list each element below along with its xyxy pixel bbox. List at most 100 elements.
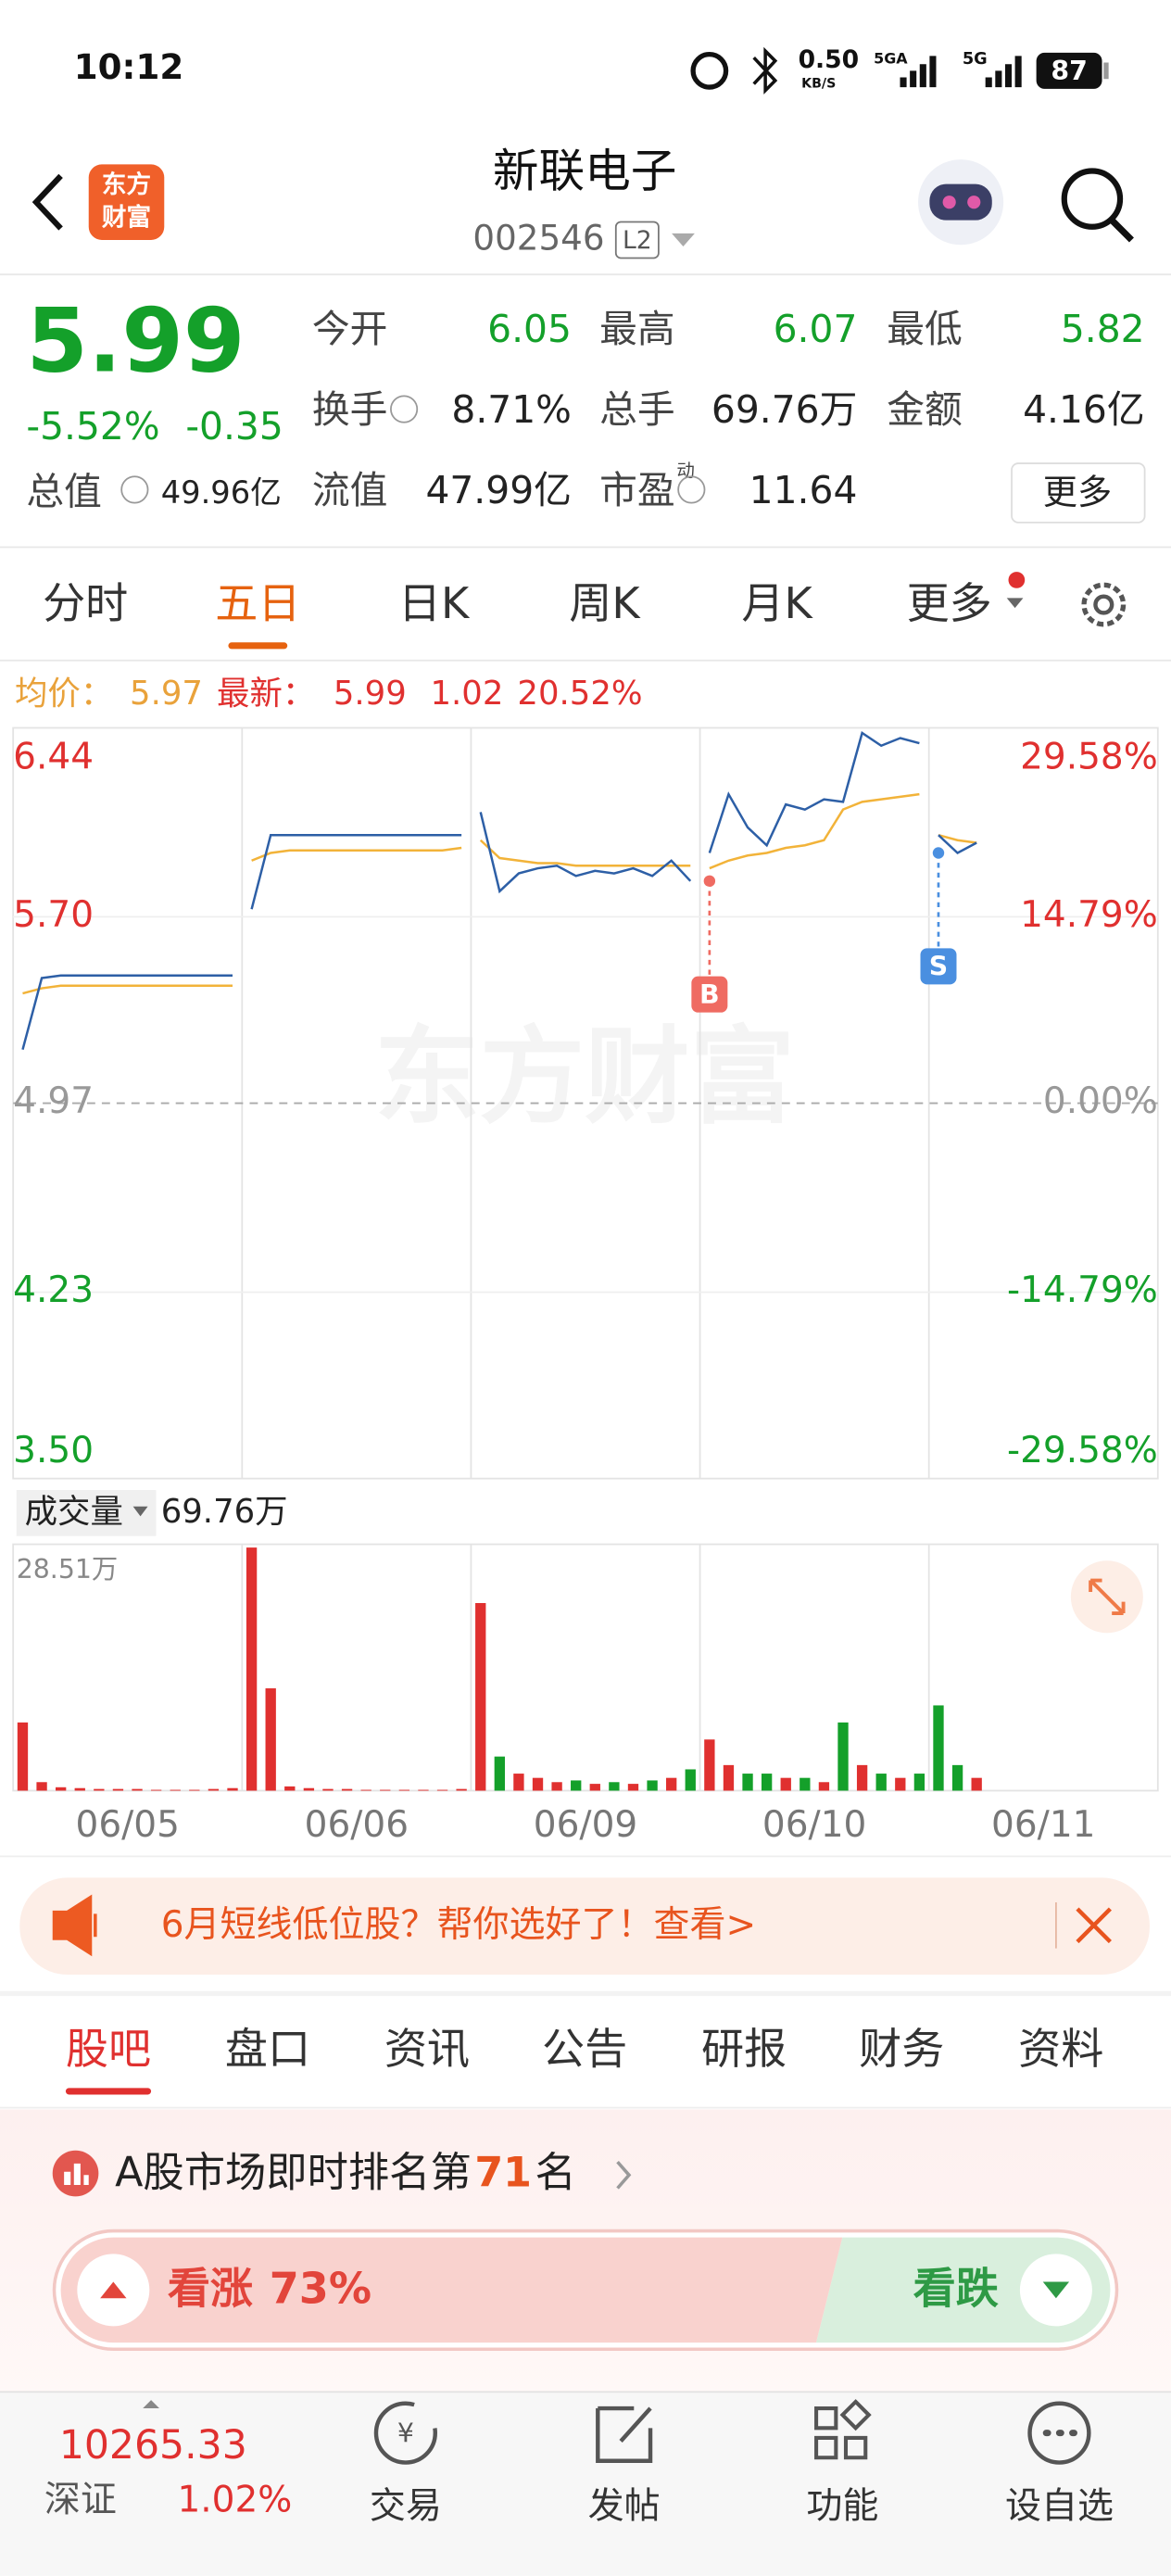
- avg-line: [709, 792, 920, 870]
- nav-item[interactable]: 发帖: [588, 2486, 661, 2528]
- volume-bar: [933, 1705, 944, 1791]
- volume-bar: [666, 1777, 677, 1791]
- y-tick-label: 3.50: [13, 1430, 94, 1471]
- index-change[interactable]: 1.02%: [177, 2480, 292, 2521]
- settings-core: [1093, 594, 1114, 615]
- volume-bar: [647, 1780, 658, 1791]
- volume-bar: [895, 1777, 906, 1791]
- volume-bar: [742, 1774, 753, 1791]
- sub-tab[interactable]: 资料: [1018, 2024, 1103, 2074]
- sub-tab[interactable]: 资讯: [384, 2024, 470, 2074]
- volume-bar: [436, 1789, 448, 1791]
- field-value: 47.99亿: [425, 468, 571, 512]
- search-button[interactable]: [1061, 168, 1124, 230]
- volume-bar: [456, 1788, 467, 1791]
- trade-marker-badge: [691, 976, 728, 1013]
- volume-bar: [685, 1769, 696, 1791]
- watermark: 东方财富: [374, 1016, 795, 1138]
- avatar-eye: [967, 196, 981, 209]
- field-label: 金额: [887, 387, 963, 432]
- change-pct: -5.52%: [26, 404, 159, 448]
- chart-tab[interactable]: 五日: [215, 578, 300, 628]
- price-line: [250, 833, 462, 910]
- sub-tab[interactable]: 研报: [701, 2024, 787, 2074]
- chart-tab[interactable]: 更多: [907, 578, 992, 628]
- trade-marker-dot: [703, 875, 716, 888]
- volume-bar: [913, 1774, 925, 1791]
- sub-tab[interactable]: 公告: [542, 2024, 627, 2074]
- battery: [1036, 52, 1102, 89]
- volume-selector[interactable]: [16, 1490, 157, 1536]
- up-arrow: [100, 2281, 127, 2299]
- volume-bar: [150, 1789, 162, 1791]
- settings-button[interactable]: [1081, 582, 1127, 627]
- avg-line: [251, 846, 462, 862]
- price-chart: 6.44 29.58% 5.70 14.79% 4.97 0.00% 4.23 -14.79%…: [13, 727, 1158, 1479]
- sub-tab[interactable]: 盘口: [225, 2024, 310, 2074]
- back-button[interactable]: [31, 173, 63, 231]
- promo-banner[interactable]: [19, 1877, 1150, 1976]
- price: 5.99: [26, 289, 245, 393]
- chart-tab[interactable]: 月K: [741, 578, 813, 628]
- more-button-text[interactable]: 更多: [1043, 472, 1112, 512]
- nav-item[interactable]: 设自选: [1005, 2486, 1114, 2528]
- level-text: L2: [623, 226, 652, 255]
- trade-marker-label: S: [929, 952, 948, 982]
- quote-fields: 今开 6.05 最高 6.07 最低 5.82 换手 8.71% 总手 69.76万 金额 4.16亿…: [312, 307, 1145, 512]
- price-line: [21, 974, 233, 1051]
- more-button[interactable]: [1011, 462, 1146, 524]
- chart-tab[interactable]: 周K: [569, 578, 641, 628]
- avg-value: 5.97: [130, 675, 203, 713]
- tab-indicator: [228, 642, 288, 650]
- dropdown-arrow[interactable]: [672, 233, 695, 247]
- volume-bar: [360, 1789, 371, 1791]
- close-button[interactable]: [1076, 1907, 1112, 1944]
- latest-label: 最新：: [217, 675, 315, 713]
- nav-item[interactable]: 交易: [370, 2486, 442, 2528]
- info-icon[interactable]: [390, 395, 419, 423]
- sub-tabs: 股吧 盘口 资讯 公告 研报 财务 资料: [65, 2024, 1103, 2095]
- price-line: [938, 834, 977, 855]
- signal-icon: [900, 56, 937, 88]
- network-type: 5G: [963, 50, 988, 69]
- net-speed: 0.50: [799, 45, 860, 74]
- chevron[interactable]: [616, 2160, 632, 2190]
- nav-item[interactable]: 功能: [806, 2486, 878, 2528]
- sentiment-bar: 看涨 73% 看跌: [60, 2237, 1111, 2343]
- change: -0.35: [185, 404, 283, 448]
- info-icon[interactable]: [677, 475, 706, 504]
- sub-tab[interactable]: 财务: [859, 2024, 944, 2074]
- field-value: 11.64: [749, 468, 858, 512]
- total-value-label: 总值: [26, 470, 102, 514]
- expand-icon: [1089, 1578, 1126, 1615]
- volume-bar: [627, 1784, 639, 1791]
- alarm-icon: [690, 51, 729, 90]
- info-icon[interactable]: [120, 475, 149, 504]
- chart-tabs: 分时 五日 日K 周K 月K 更多: [43, 578, 992, 650]
- clock: 10:12: [74, 46, 183, 87]
- expand-arrow[interactable]: [143, 2400, 159, 2409]
- index-name[interactable]: 深证: [44, 2480, 117, 2521]
- volume-bar: [112, 1788, 124, 1791]
- field-label: 最高: [599, 307, 675, 351]
- chart-tab[interactable]: 分时: [43, 578, 128, 628]
- bullish-pct: 73%: [270, 2264, 371, 2314]
- chart-tab[interactable]: 日K: [398, 578, 471, 628]
- volume-label[interactable]: 成交量: [25, 1493, 123, 1531]
- volume-bar: [818, 1782, 830, 1791]
- x-tick-label: 06/10: [762, 1804, 866, 1846]
- volume-bar: [761, 1774, 773, 1791]
- dropdown-arrow: [1006, 598, 1024, 609]
- avatar-visor: [929, 183, 992, 221]
- index-value[interactable]: 10265.33: [59, 2423, 247, 2469]
- volume-bar: [208, 1788, 220, 1791]
- promo-text[interactable]: 6月短线低位股？帮你选好了！查看>: [161, 1904, 757, 1946]
- megaphone-icon: [52, 1894, 97, 1957]
- stock-name: 新联电子: [493, 145, 677, 198]
- sub-tab[interactable]: 股吧: [66, 2024, 151, 2074]
- divider: [0, 1990, 1171, 1997]
- rank-suffix: 名: [535, 2149, 576, 2196]
- y2-tick-label: -14.79%: [1007, 1269, 1158, 1311]
- field-value: 69.76万: [711, 387, 857, 432]
